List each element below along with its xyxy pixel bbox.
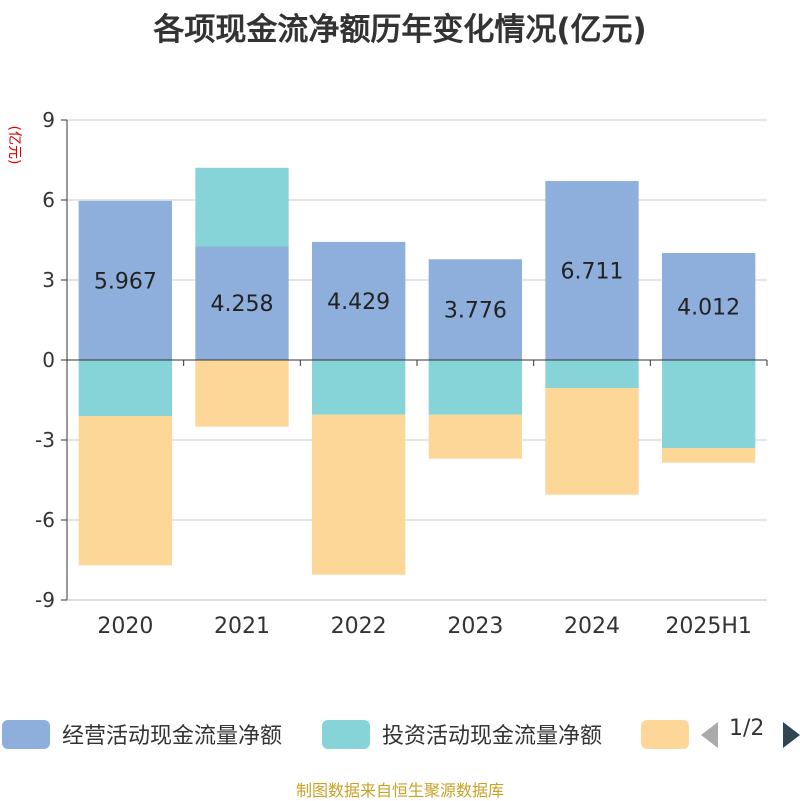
bar-s3-2025H1 [662,448,756,463]
y-tick-label: 9 [42,108,55,132]
legend-label-investing: 投资活动现金流量净额 [382,724,603,749]
x-tick-label-2021: 2021 [214,614,270,639]
legend-next-page-icon[interactable] [783,722,800,748]
legend-item-financing[interactable] [641,712,701,756]
x-tick-label-2023: 2023 [447,614,503,639]
legend-label-operating: 经营活动现金流量净额 [62,724,283,749]
y-tick-label: 6 [42,188,55,212]
data-label-2023: 3.776 [444,299,507,324]
y-tick-label: 3 [42,268,55,292]
bar-s1-2025H1 [662,253,756,360]
x-tick-label-2022: 2022 [331,614,387,639]
bar-s1-2023 [428,259,522,360]
bar-s2-2024 [545,360,639,388]
source-note: 制图数据来自恒生聚源数据库 [295,781,504,800]
legend: 经营活动现金流量净额 投资活动现金流量净额 [0,712,800,756]
bar-s3-2024 [545,388,639,495]
data-label-2022: 4.429 [327,290,390,315]
bar-s3-2020 [78,416,172,566]
legend-prev-page-icon[interactable] [701,722,718,748]
legend-item-operating[interactable]: 经营活动现金流量净额 [2,712,282,756]
bar-s2-2023 [428,360,522,415]
bar-s2-2025H1 [662,360,756,448]
chart-title: 各项现金流净额历年变化情况(亿元) [153,12,647,48]
x-tick-label-2020: 2020 [97,614,153,639]
y-tick-label: -3 [35,428,55,452]
legend-page-indicator: 1/2 [729,716,765,741]
y-tick-label: 0 [42,348,55,372]
x-tick-label-2024: 2024 [564,614,620,639]
bar-s2-2020 [78,360,172,416]
y-tick-label: -9 [35,588,55,612]
legend-item-investing[interactable]: 投资活动现金流量净额 [322,712,602,756]
legend-swatch-investing [322,719,370,749]
data-label-2021: 4.258 [211,292,274,317]
bar-s3-2022 [312,414,406,575]
bar-s3-2023 [428,414,522,459]
data-label-2020: 5.967 [94,269,157,294]
bar-s3-2021 [195,360,289,427]
bar-s2-2022 [312,360,406,415]
legend-swatch-financing [641,719,689,749]
y-axis-title: (亿元) [6,126,22,165]
legend-swatch-operating [2,719,50,749]
chart-plot: (亿元) -9 -6 -3 0 3 6 9 2020 2021 2022 2023 2024 2025H… [6,108,768,639]
bar-s1-2024 [545,181,639,360]
data-label-2025H1: 4.012 [677,296,740,321]
y-tick-label: -6 [35,508,55,532]
bar-s2-2021 [195,167,289,247]
bar-s1-2020 [78,200,172,360]
data-label-2024: 6.711 [561,260,624,285]
x-tick-label-2025H1: 2025H1 [665,614,752,639]
bar-s1-2021 [195,246,289,360]
bar-s1-2022 [312,241,406,360]
